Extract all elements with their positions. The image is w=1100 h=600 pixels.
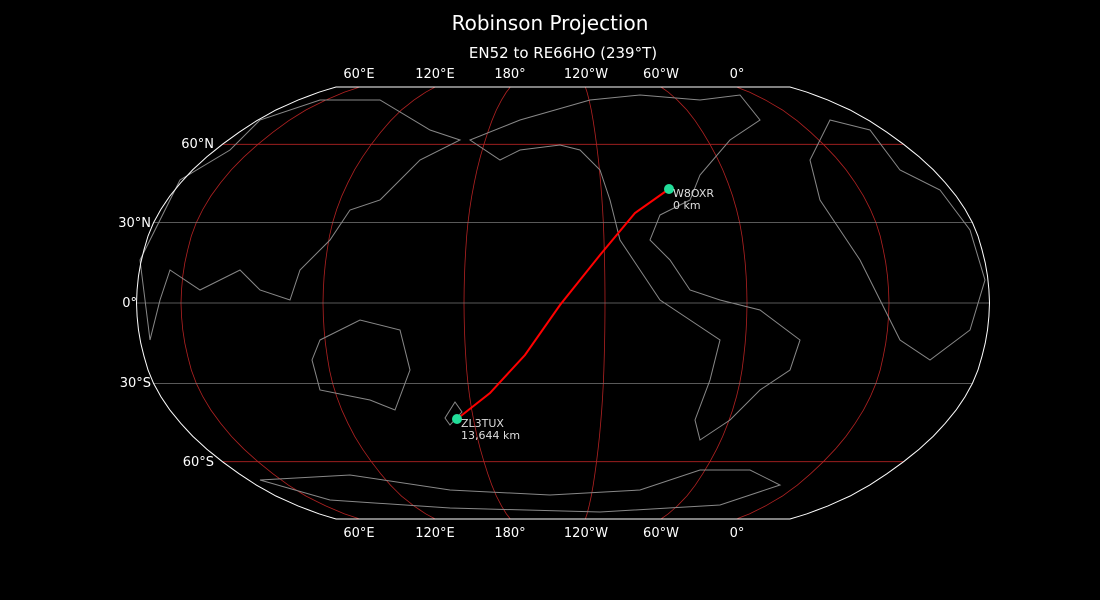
lon-label-top: 180°	[494, 67, 525, 82]
lon-label-bottom: 180°	[494, 526, 525, 541]
lat-label-30n: 30°N	[118, 216, 151, 231]
lat-label-60n: 60°N	[181, 137, 214, 152]
station-distance-w8oxr: 0 km	[673, 199, 701, 212]
coastline-outline	[809, 119, 986, 361]
coastlines	[139, 94, 986, 513]
coastline-outline	[468, 94, 801, 441]
lon-label-top: 60°W	[643, 67, 679, 82]
lat-label-60s: 60°S	[183, 455, 214, 470]
map-boundary	[135, 86, 991, 520]
lon-label-top: 120°E	[415, 67, 455, 82]
graticule	[136, 86, 990, 520]
station-marker-zl3tux[interactable]	[452, 414, 462, 424]
lon-label-top: 60°E	[343, 67, 374, 82]
coastline-outline	[444, 401, 463, 426]
map-title: Robinson Projection	[452, 11, 649, 35]
coastline-outline	[139, 99, 462, 341]
lon-label-bottom: 120°W	[564, 526, 608, 541]
coastline-outline	[311, 319, 411, 411]
station-marker-w8oxr[interactable]	[664, 184, 674, 194]
great-circle-path	[456, 188, 670, 420]
lon-label-bottom: 60°W	[643, 526, 679, 541]
lon-label-bottom: 0°	[730, 526, 745, 541]
station-call-w8oxr: W8OXR	[673, 187, 714, 200]
lon-label-bottom: 120°E	[415, 526, 455, 541]
lat-label-0: 0°	[122, 296, 137, 311]
station-call-zl3tux: ZL3TUX	[461, 417, 504, 430]
lon-label-top: 120°W	[564, 67, 608, 82]
station-distance-zl3tux: 13,644 km	[461, 429, 520, 442]
lon-label-top: 0°	[730, 67, 745, 82]
map-subtitle: EN52 to RE66HO (239°T)	[469, 44, 657, 62]
lat-label-30s: 30°S	[120, 376, 151, 391]
coastline-outline	[259, 469, 782, 513]
lon-label-bottom: 60°E	[343, 526, 374, 541]
